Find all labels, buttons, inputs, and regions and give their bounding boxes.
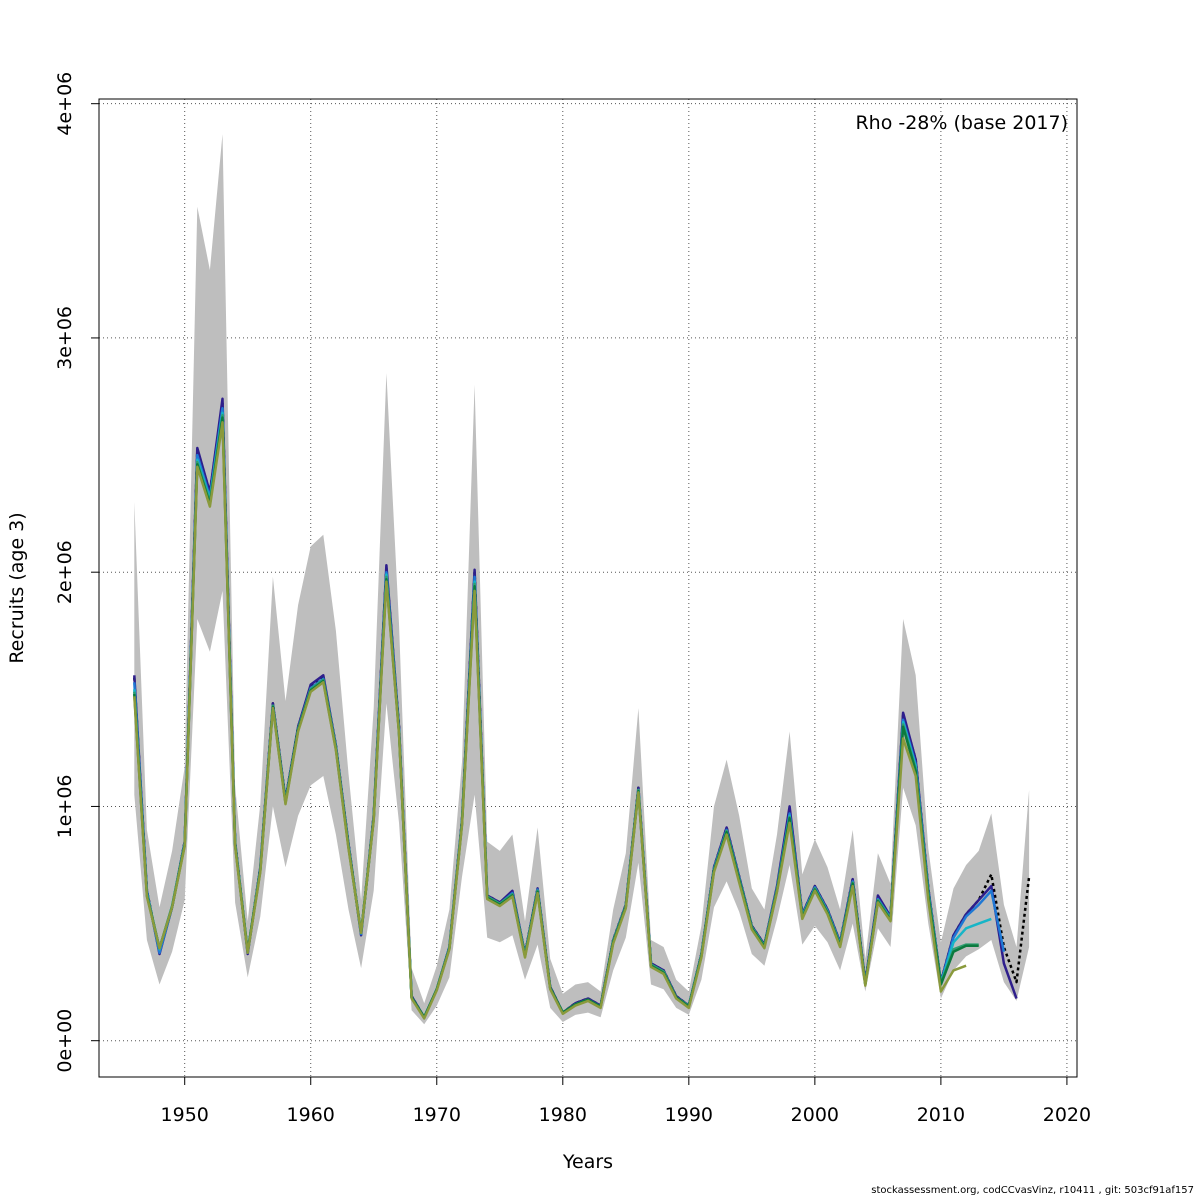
confidence-band [134, 134, 1030, 1025]
series-lines [133, 397, 1031, 1020]
series-line-6 [133, 421, 967, 1020]
x-tick-label: 1950 [161, 1104, 209, 1126]
x-tick-label: 1960 [287, 1104, 335, 1126]
x-tick-label: 1980 [539, 1104, 587, 1126]
x-tick-label: 1970 [413, 1104, 461, 1126]
y-tick-label: 2e+06 [54, 540, 76, 604]
series-line-5 [133, 416, 979, 1019]
y-tick-label: 4e+06 [54, 72, 76, 136]
rho-annotation: Rho -28% (base 2017) [855, 112, 1068, 134]
y-axis: 0e+00 1e+06 2e+06 3e+06 4e+06 [54, 72, 100, 1073]
footer-source-text: stockassessment.org, codCCvasVinz, r1041… [871, 1185, 1194, 1196]
x-tick-label: 2000 [791, 1104, 839, 1126]
x-tick-label: 2020 [1043, 1104, 1091, 1126]
x-axis: 1950 1960 1970 1980 1990 2000 2010 2020 [161, 1076, 1091, 1126]
y-tick-label: 1e+06 [54, 775, 76, 839]
y-tick-label: 0e+00 [54, 1009, 76, 1073]
x-tick-label: 1990 [665, 1104, 713, 1126]
confidence-band-area [134, 134, 1030, 1025]
x-axis-title: Years [562, 1151, 613, 1173]
x-tick-label: 2010 [917, 1104, 965, 1126]
y-tick-label: 3e+06 [54, 306, 76, 370]
series-line-4 [133, 413, 979, 1019]
y-axis-title: Recruits (age 3) [6, 512, 28, 663]
